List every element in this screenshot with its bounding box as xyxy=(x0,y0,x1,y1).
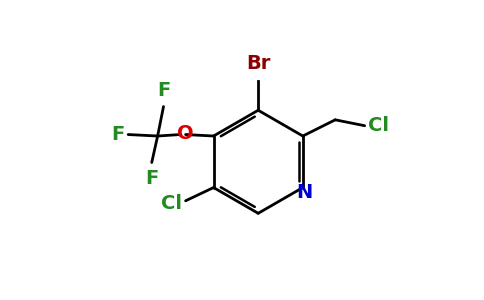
Text: F: F xyxy=(157,81,170,100)
Text: F: F xyxy=(111,125,125,144)
Text: N: N xyxy=(296,183,312,202)
Text: Cl: Cl xyxy=(161,194,182,213)
Text: O: O xyxy=(177,124,194,143)
Text: F: F xyxy=(145,169,158,188)
Text: Br: Br xyxy=(246,54,271,74)
Text: Cl: Cl xyxy=(368,116,389,135)
